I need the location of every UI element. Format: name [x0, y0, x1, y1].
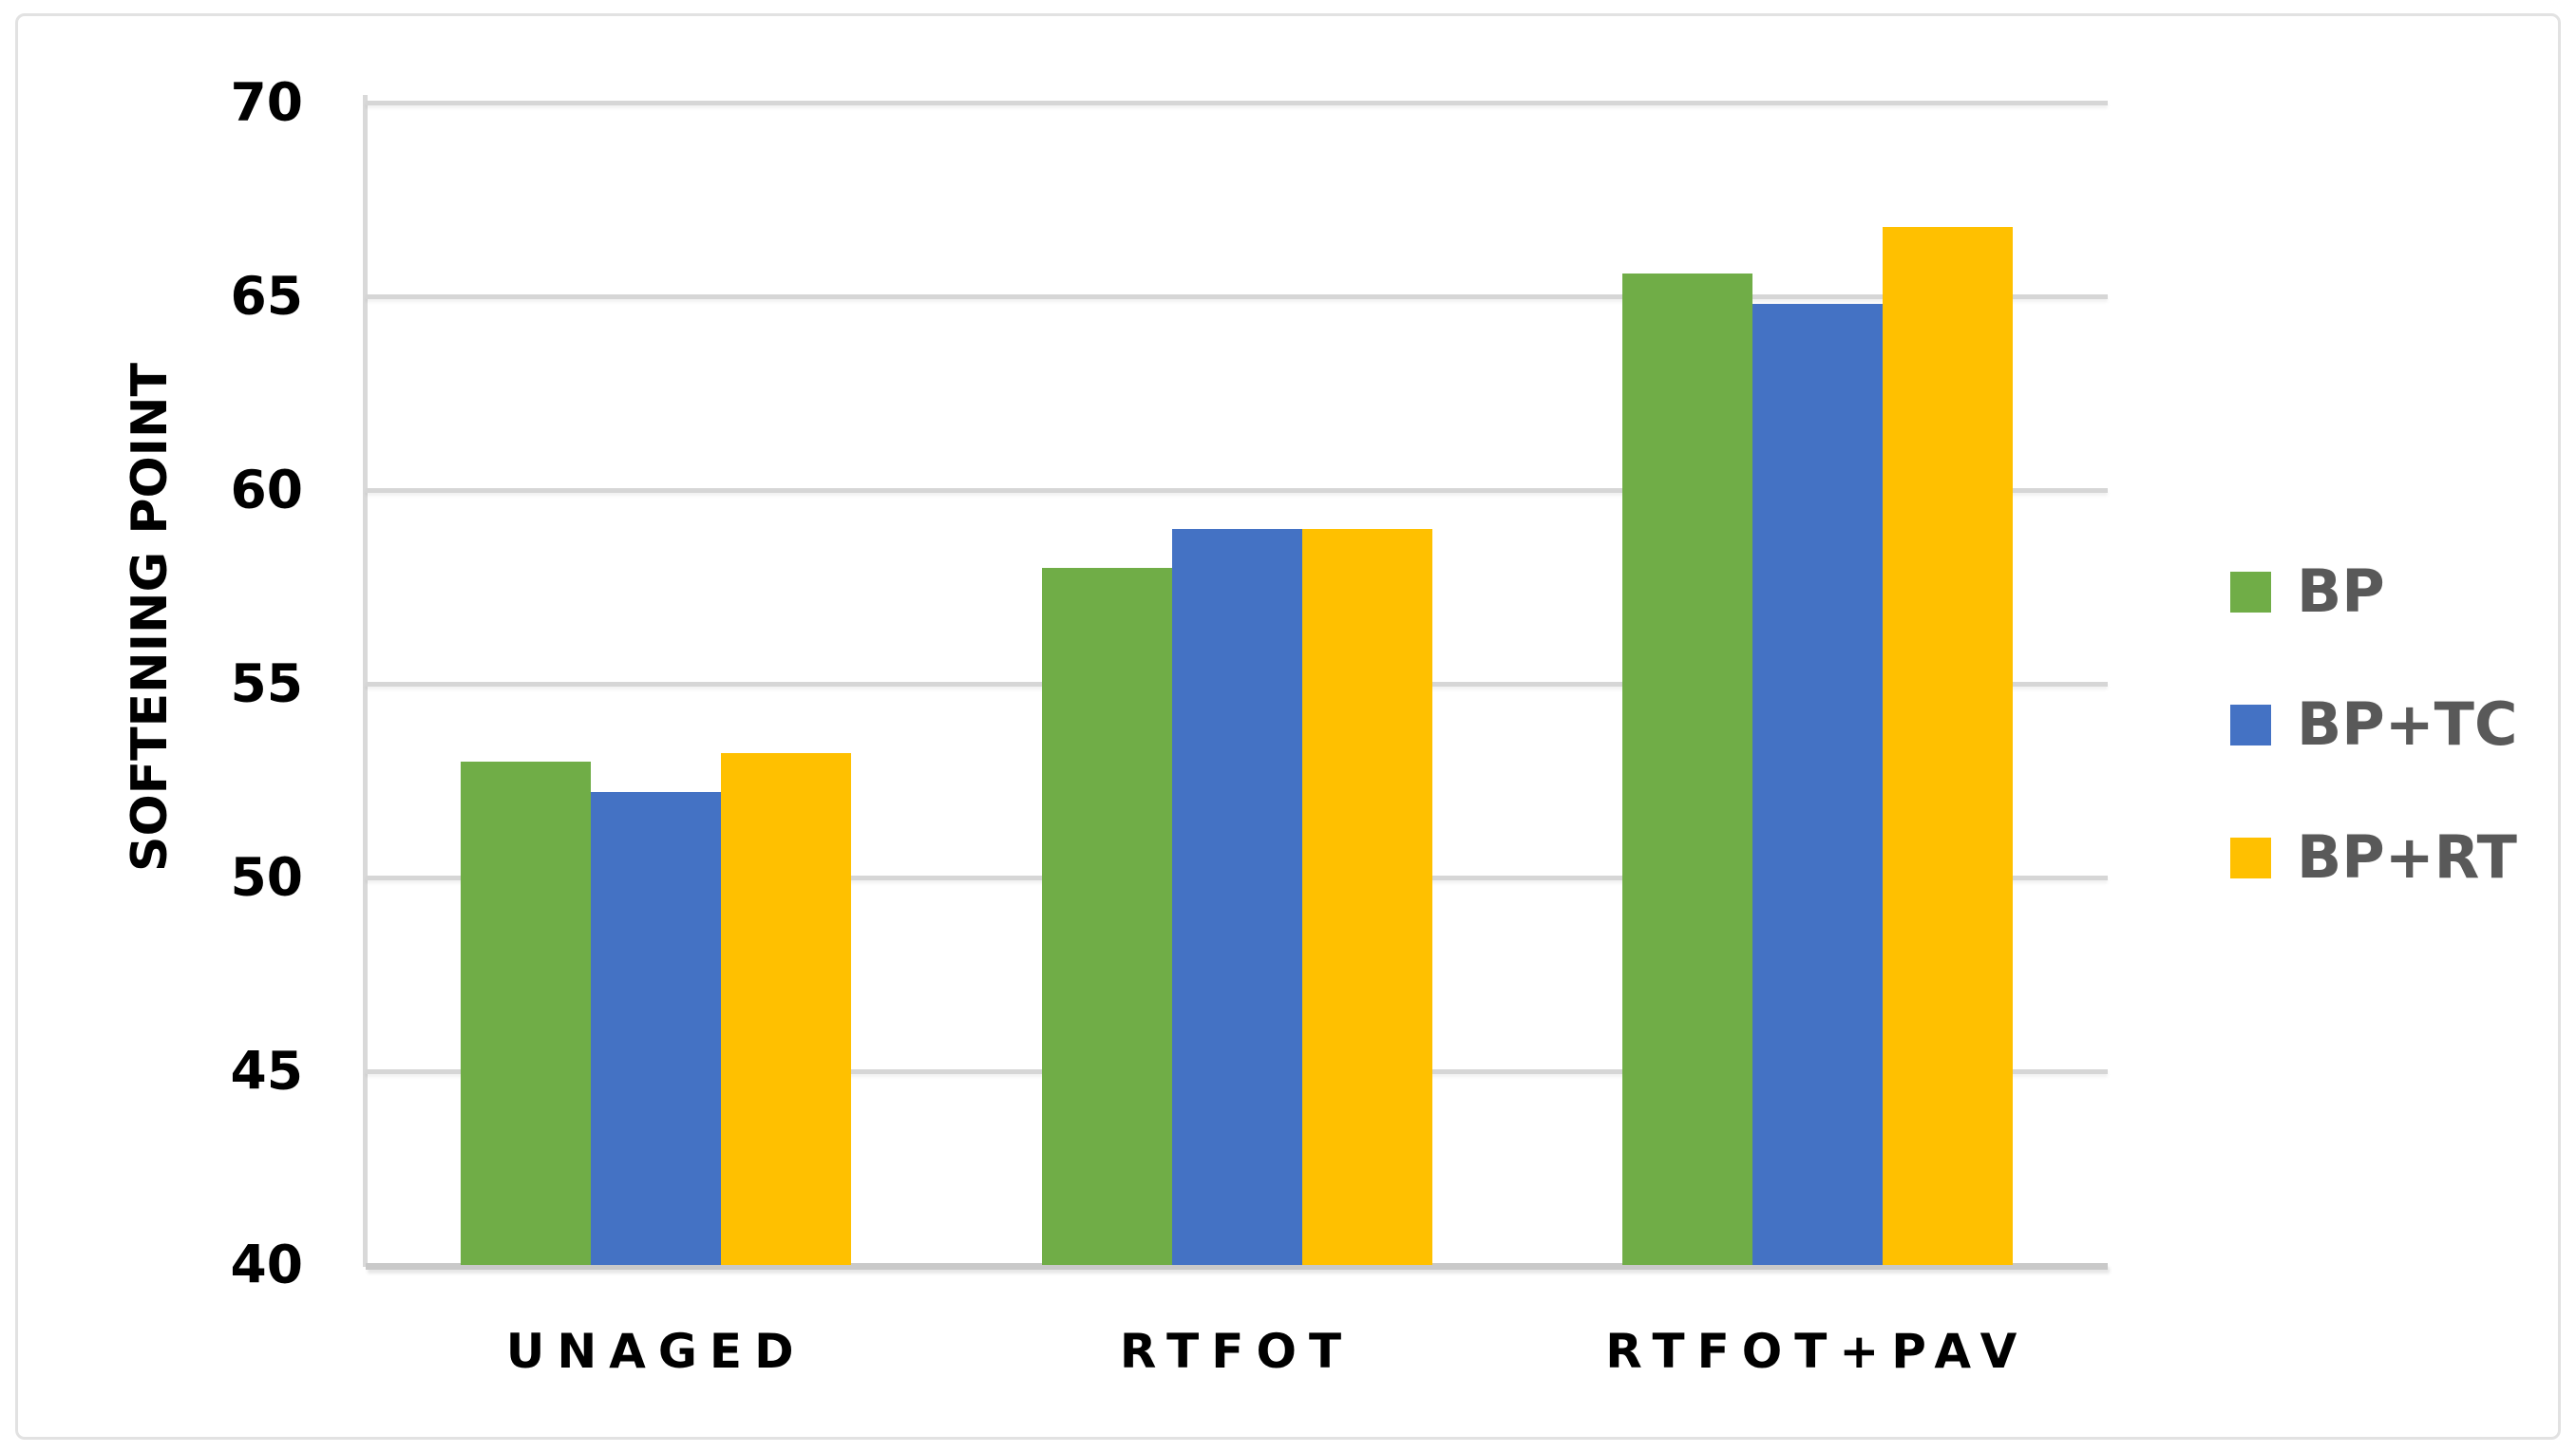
legend-swatch-BP	[2230, 571, 2271, 613]
bar-BP-RTFOT+PAV	[1621, 273, 1752, 1265]
legend-label-BP+TC: BP+TC	[2297, 689, 2518, 759]
bar-BP+TC-UNAGED	[591, 792, 722, 1265]
y-tick-label-65: 65	[230, 265, 303, 327]
x-category-label-UNAGED: UNAGED	[505, 1324, 806, 1379]
gridline-60	[366, 488, 2108, 493]
y-tick-label-60: 60	[230, 459, 303, 520]
legend-swatch-BP+RT	[2230, 837, 2271, 878]
plot-area: 70 65 60 55 50 45 40 UNAGED RTFOT RTFOT+PAV	[230, 76, 2108, 1379]
y-tick-label-45: 45	[230, 1040, 303, 1102]
bar-group-RTFOT+PAV	[1621, 226, 2013, 1265]
bar-BP+TC-RTFOT+PAV	[1752, 304, 1883, 1265]
y-tick-label-70: 70	[230, 71, 303, 133]
bar-BP+RT-RTFOT	[1301, 528, 1432, 1265]
legend-item-BP+TC: BP+TC	[2230, 695, 2517, 754]
y-axis-line	[363, 95, 368, 1267]
bar-BP-UNAGED	[461, 761, 592, 1265]
bar-BP+RT-UNAGED	[721, 753, 852, 1265]
bar-BP-RTFOT	[1041, 567, 1172, 1265]
legend-swatch-BP+TC	[2230, 704, 2271, 745]
gridline-40	[366, 1263, 2108, 1270]
y-tick-label-40: 40	[230, 1234, 303, 1295]
legend-item-BP+RT: BP+RT	[2230, 828, 2517, 887]
legend: BP BP+TC BP+RT	[2230, 562, 2517, 887]
bar-group-RTFOT	[1041, 528, 1432, 1265]
x-category-label-RTFOT: RTFOT	[1119, 1324, 1354, 1379]
y-tick-label-55: 55	[230, 652, 303, 714]
legend-item-BP: BP	[2230, 562, 2517, 621]
x-category-label-RTFOT+PAV: RTFOT+PAV	[1605, 1324, 2030, 1379]
legend-label-BP+RT: BP+RT	[2297, 822, 2517, 892]
bar-BP+RT-RTFOT+PAV	[1882, 226, 2013, 1265]
legend-label-BP: BP	[2297, 557, 2385, 626]
y-tick-label-50: 50	[230, 846, 303, 908]
gridline-65	[366, 294, 2108, 299]
bar-group-UNAGED	[461, 753, 852, 1265]
bar-BP+TC-RTFOT	[1171, 528, 1302, 1265]
y-axis-title: SOFTENING POINT	[122, 363, 179, 872]
gridline-70	[366, 101, 2108, 105]
